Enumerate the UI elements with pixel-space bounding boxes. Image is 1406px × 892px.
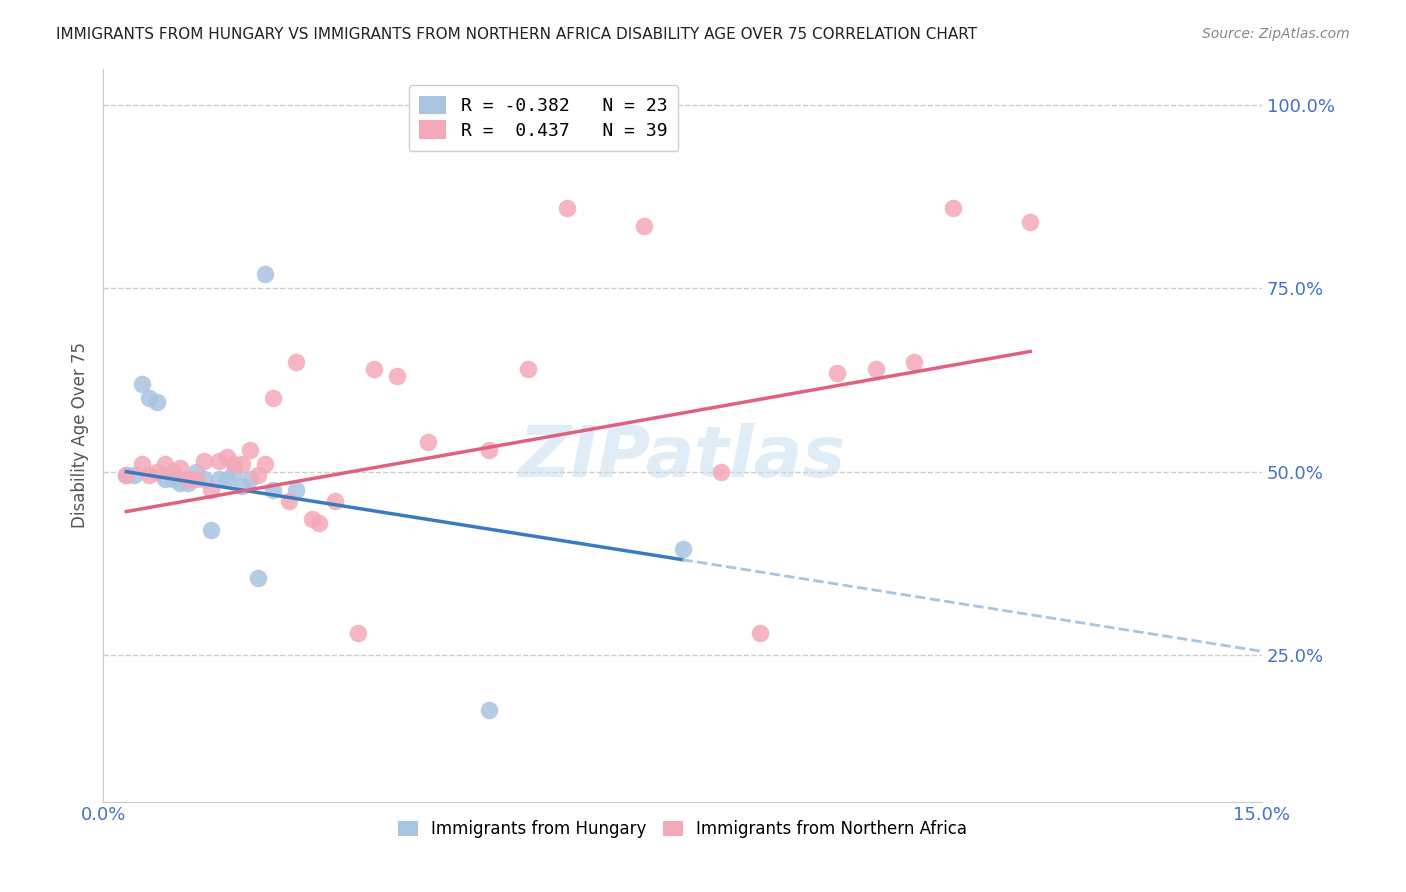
Point bbox=[478, 442, 501, 457]
Point bbox=[215, 472, 238, 486]
Point bbox=[633, 219, 655, 234]
Point bbox=[138, 392, 160, 406]
Point bbox=[131, 376, 153, 391]
Point bbox=[416, 435, 439, 450]
Point bbox=[162, 472, 184, 486]
Point bbox=[122, 468, 145, 483]
Point bbox=[942, 201, 965, 215]
Point bbox=[208, 453, 231, 467]
Point bbox=[347, 626, 370, 640]
Point bbox=[710, 465, 733, 479]
Point bbox=[825, 366, 848, 380]
Point bbox=[246, 468, 269, 483]
Point bbox=[224, 465, 246, 479]
Point bbox=[865, 362, 887, 376]
Point bbox=[177, 472, 200, 486]
Point bbox=[254, 267, 277, 281]
Point bbox=[277, 494, 299, 508]
Point bbox=[231, 479, 253, 493]
Point bbox=[323, 494, 346, 508]
Point bbox=[285, 355, 308, 369]
Point bbox=[200, 483, 222, 497]
Point bbox=[224, 458, 246, 472]
Point bbox=[517, 362, 540, 376]
Point bbox=[200, 524, 222, 538]
Point bbox=[193, 472, 215, 486]
Point bbox=[555, 201, 578, 215]
Point bbox=[208, 472, 231, 486]
Point bbox=[903, 355, 925, 369]
Point bbox=[193, 453, 215, 467]
Text: Source: ZipAtlas.com: Source: ZipAtlas.com bbox=[1202, 27, 1350, 41]
Point bbox=[177, 475, 200, 490]
Point bbox=[215, 450, 238, 464]
Legend: Immigrants from Hungary, Immigrants from Northern Africa: Immigrants from Hungary, Immigrants from… bbox=[391, 814, 974, 845]
Point bbox=[115, 468, 138, 483]
Point bbox=[254, 458, 277, 472]
Point bbox=[231, 458, 253, 472]
Point bbox=[285, 483, 308, 497]
Point bbox=[184, 472, 207, 486]
Point bbox=[184, 465, 207, 479]
Point bbox=[146, 465, 169, 479]
Point bbox=[1019, 215, 1042, 229]
Point bbox=[262, 483, 284, 497]
Point bbox=[169, 461, 191, 475]
Point bbox=[246, 571, 269, 585]
Point bbox=[671, 541, 693, 556]
Point bbox=[308, 516, 330, 530]
Point bbox=[748, 626, 770, 640]
Y-axis label: Disability Age Over 75: Disability Age Over 75 bbox=[72, 342, 89, 528]
Point bbox=[146, 395, 169, 409]
Text: IMMIGRANTS FROM HUNGARY VS IMMIGRANTS FROM NORTHERN AFRICA DISABILITY AGE OVER 7: IMMIGRANTS FROM HUNGARY VS IMMIGRANTS FR… bbox=[56, 27, 977, 42]
Point bbox=[363, 362, 385, 376]
Point bbox=[131, 458, 153, 472]
Point bbox=[169, 475, 191, 490]
Point bbox=[478, 703, 501, 717]
Point bbox=[138, 468, 160, 483]
Point bbox=[115, 468, 138, 483]
Point bbox=[239, 442, 262, 457]
Point bbox=[153, 472, 176, 486]
Text: ZIPatlas: ZIPatlas bbox=[519, 423, 846, 491]
Point bbox=[162, 465, 184, 479]
Point bbox=[153, 458, 176, 472]
Point bbox=[262, 392, 284, 406]
Point bbox=[301, 512, 323, 526]
Point bbox=[239, 472, 262, 486]
Point bbox=[385, 369, 408, 384]
